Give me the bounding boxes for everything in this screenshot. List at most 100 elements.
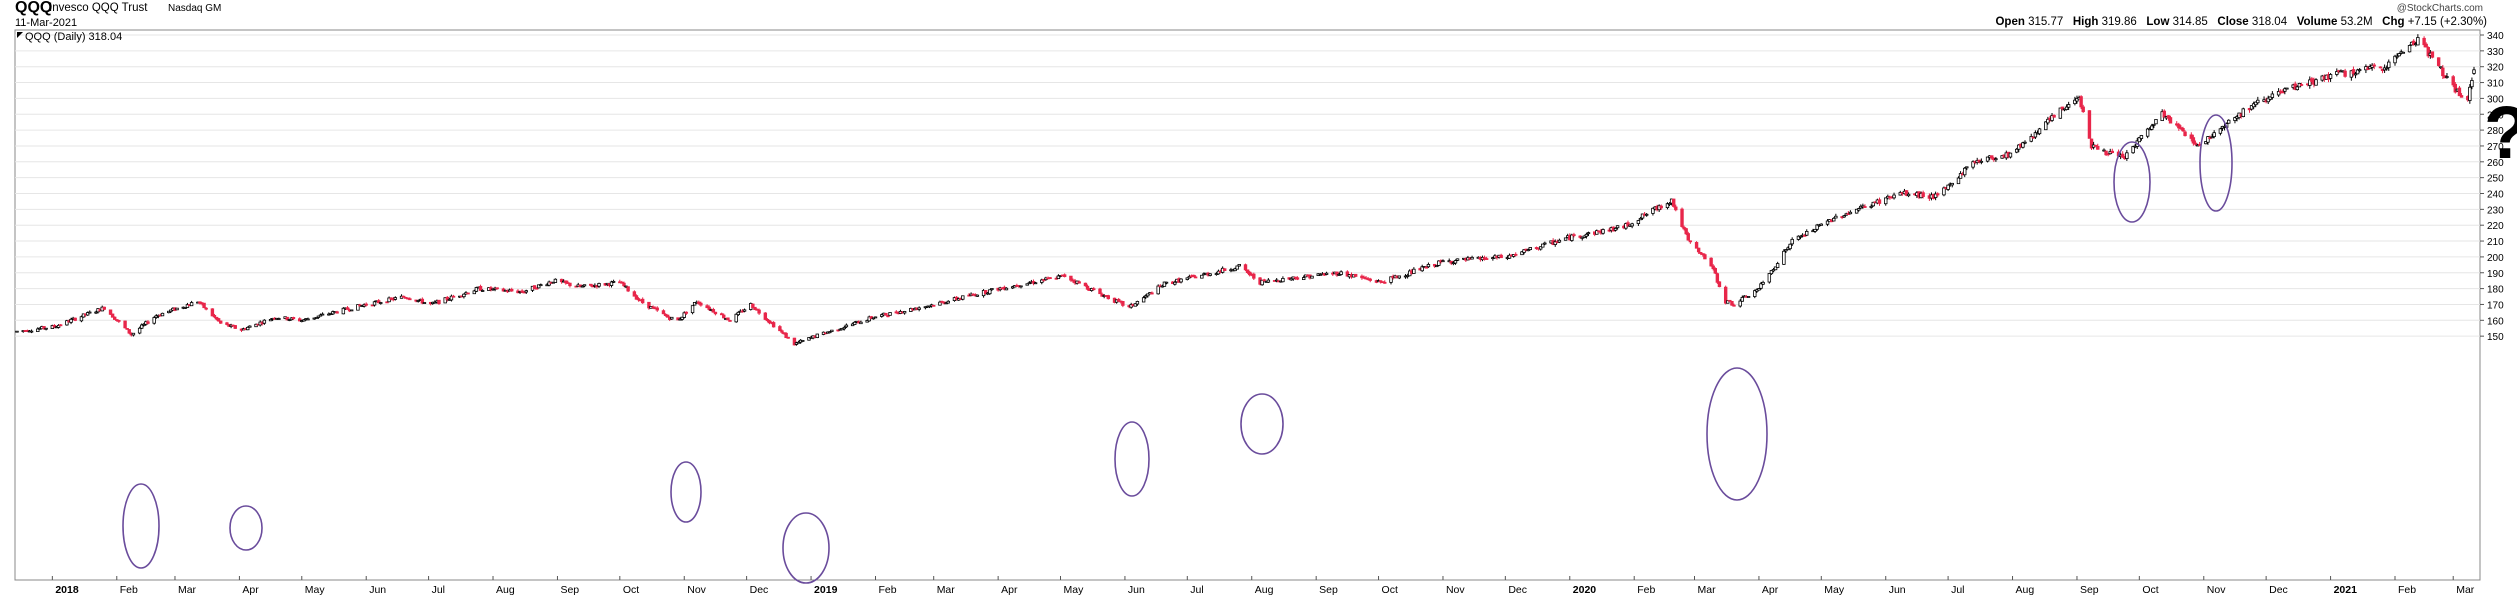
candle-body [1252, 273, 1256, 279]
candle-body [2031, 136, 2036, 139]
candle-body [142, 323, 146, 326]
candle-body [451, 295, 456, 298]
candle-body [1738, 300, 1742, 307]
candle-body [1696, 247, 1701, 253]
copyright: @StockCharts.com [2396, 3, 2483, 14]
candle-body [1805, 231, 1809, 236]
candle-body [2387, 61, 2391, 69]
candle-body [1674, 206, 1678, 211]
candle-body [2353, 73, 2358, 76]
candle-body [763, 312, 768, 320]
candle-body [1144, 295, 1148, 298]
candle-body [2139, 135, 2144, 139]
candle-body [127, 329, 131, 334]
candle-body [1424, 266, 1429, 269]
candle-body [1950, 182, 1954, 186]
candle-body [1004, 287, 1009, 291]
candle-body [2407, 45, 2412, 53]
candle-body [1644, 213, 1649, 216]
candle-body [1784, 249, 1788, 252]
candle-body [1640, 213, 1645, 219]
candle-body [2241, 108, 2245, 118]
candle-body [246, 326, 250, 331]
y-tick-label: 330 [2487, 47, 2504, 58]
candle-body [146, 321, 150, 324]
candle-body [784, 332, 788, 339]
candle-body [401, 295, 406, 298]
candle-body [445, 296, 449, 301]
candle-body [125, 327, 129, 330]
candle-body [778, 326, 782, 332]
candle-body [2193, 142, 2198, 145]
candle-body [1526, 249, 1530, 252]
candle-body [1615, 225, 1620, 229]
candle-body [931, 304, 936, 307]
candle-body [202, 302, 206, 309]
candle-body [1033, 282, 1038, 285]
candle-body [1732, 304, 1736, 307]
candle-body [306, 318, 310, 321]
candle-body [2102, 149, 2106, 152]
candle-body [1832, 217, 1836, 222]
candle-body [830, 329, 834, 332]
candle-body [15, 330, 19, 333]
candle-body [1520, 251, 1524, 256]
candle-body [2210, 136, 2214, 139]
candle-body [495, 287, 499, 290]
candle-body [1345, 271, 1350, 277]
candle-body [117, 320, 121, 322]
candle-body [1040, 279, 1044, 283]
candle-body [58, 324, 63, 327]
candle-body [1857, 208, 1861, 211]
chg-label: Chg [2382, 16, 2405, 28]
close-value: 318.04 [2251, 16, 2288, 28]
x-tick-label: Nov [2207, 584, 2226, 596]
candle-body [2457, 87, 2462, 97]
candle-body [376, 300, 381, 304]
candle-body [1630, 223, 1634, 227]
y-tick-label: 260 [2487, 158, 2504, 169]
candle-body [1819, 223, 1823, 226]
x-tick-label: Nov [1446, 584, 1465, 596]
x-tick-label: Jun [369, 584, 386, 596]
x-tick-label: Oct [623, 584, 639, 596]
candle-body [2029, 136, 2033, 142]
x-tick-label: 2021 [2334, 584, 2358, 596]
candle-body [2014, 148, 2019, 153]
candle-body [1595, 230, 1599, 235]
candle-body [1985, 156, 1990, 162]
candle-body [385, 301, 389, 304]
candle-body [2162, 110, 2166, 118]
candle-body [472, 290, 477, 295]
close-label: Close [2217, 16, 2249, 28]
legend-marker-icon [17, 32, 23, 38]
candle-body [711, 309, 716, 313]
candle-body [719, 313, 724, 316]
candle-body [655, 307, 659, 311]
x-tick-label: Jun [1128, 584, 1145, 596]
candle-body [1904, 190, 1909, 196]
candle-body [771, 322, 776, 328]
candle-body [2150, 125, 2154, 130]
candle-body [859, 321, 863, 325]
candle-body [2285, 87, 2289, 90]
candle-body [2233, 117, 2237, 121]
candle-body [422, 302, 427, 304]
candle-body [597, 283, 601, 287]
candle-body [233, 325, 237, 329]
candle-body [1208, 273, 1212, 276]
candle-body [1680, 208, 1684, 227]
x-tick-label: Sep [2080, 584, 2099, 596]
open-value: 315.77 [2028, 16, 2064, 28]
candle-body [1310, 275, 1314, 279]
quote-summary: Open 315.77 High 319.86 Low 314.85 Close… [1995, 16, 2487, 28]
candle-body [314, 316, 319, 319]
x-tick-label: Apr [1762, 584, 1779, 596]
candle-body [1121, 301, 1125, 306]
candle-body [2384, 67, 2389, 70]
candle-body [1185, 277, 1189, 280]
candle-body [801, 340, 805, 342]
candle-body [2121, 153, 2125, 158]
volume-value: 53.2M [2340, 16, 2373, 28]
x-tick-label: Jul [432, 584, 445, 596]
